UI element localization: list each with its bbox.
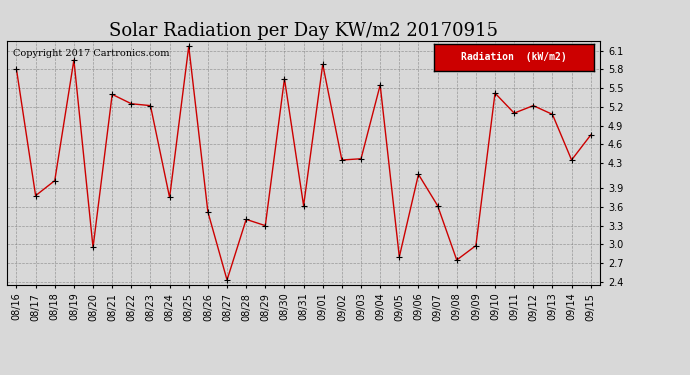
Text: Copyright 2017 Cartronics.com: Copyright 2017 Cartronics.com <box>13 49 169 58</box>
Title: Solar Radiation per Day KW/m2 20170915: Solar Radiation per Day KW/m2 20170915 <box>109 22 498 40</box>
